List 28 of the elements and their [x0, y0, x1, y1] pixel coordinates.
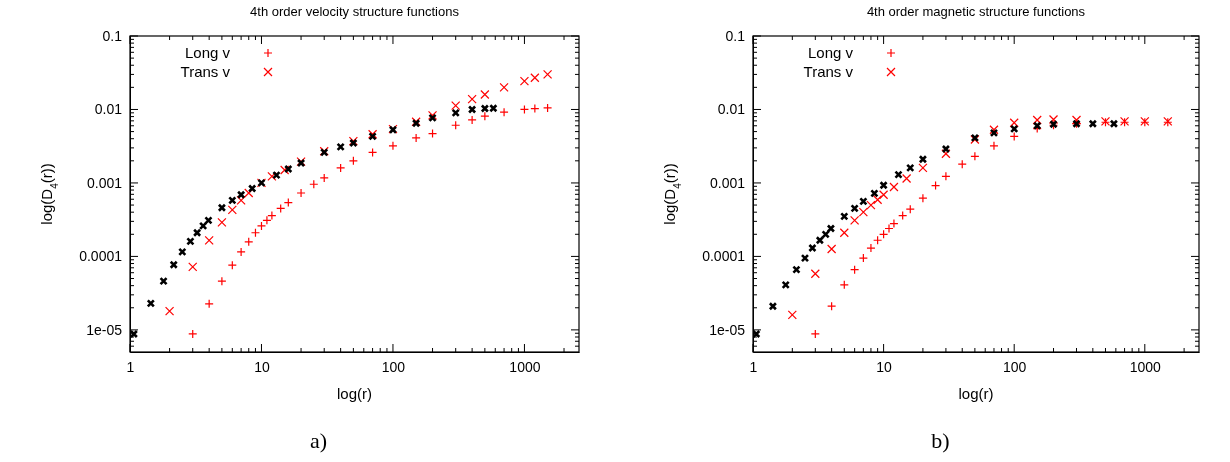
x-axis-title: log(r)	[336, 385, 373, 402]
chart-title: 4th order magnetic structure functions	[866, 4, 1086, 19]
y-tick-label: 0.0001	[79, 248, 123, 265]
y-tick-label: 0.01	[717, 101, 746, 118]
x-tick-label: 100	[1003, 358, 1027, 375]
y-tick-label: 1e-05	[709, 321, 746, 338]
y-tick-label: 0.001	[709, 174, 746, 191]
chart-title: 4th order velocity structure functions	[250, 4, 460, 19]
legend-label: Long v	[184, 44, 231, 61]
text: a)	[310, 428, 328, 453]
x-tick-label: 1	[126, 358, 135, 375]
y-tick-label: 0.0001	[702, 248, 746, 265]
x-tick-label: 1000	[1129, 358, 1162, 375]
x-tick-label: 100	[381, 358, 406, 375]
y-tick-label: 1e-05	[86, 321, 123, 338]
legend-label: Trans v	[180, 63, 231, 80]
legend-label: Long v	[807, 44, 854, 61]
y-tick-label: 0.01	[94, 101, 123, 118]
y-tick-label: 0.1	[725, 27, 746, 44]
x-axis-title: log(r)	[958, 385, 994, 402]
x-tick-label: 10	[254, 358, 270, 375]
x-tick-label: 10	[876, 358, 893, 375]
y-tick-label: 0.1	[102, 27, 123, 44]
x-tick-label: 1000	[509, 358, 541, 375]
text: b)	[931, 428, 950, 453]
y-tick-label: 0.001	[86, 174, 123, 191]
x-tick-label: 1	[749, 358, 758, 375]
legend-label: Trans v	[803, 63, 854, 80]
